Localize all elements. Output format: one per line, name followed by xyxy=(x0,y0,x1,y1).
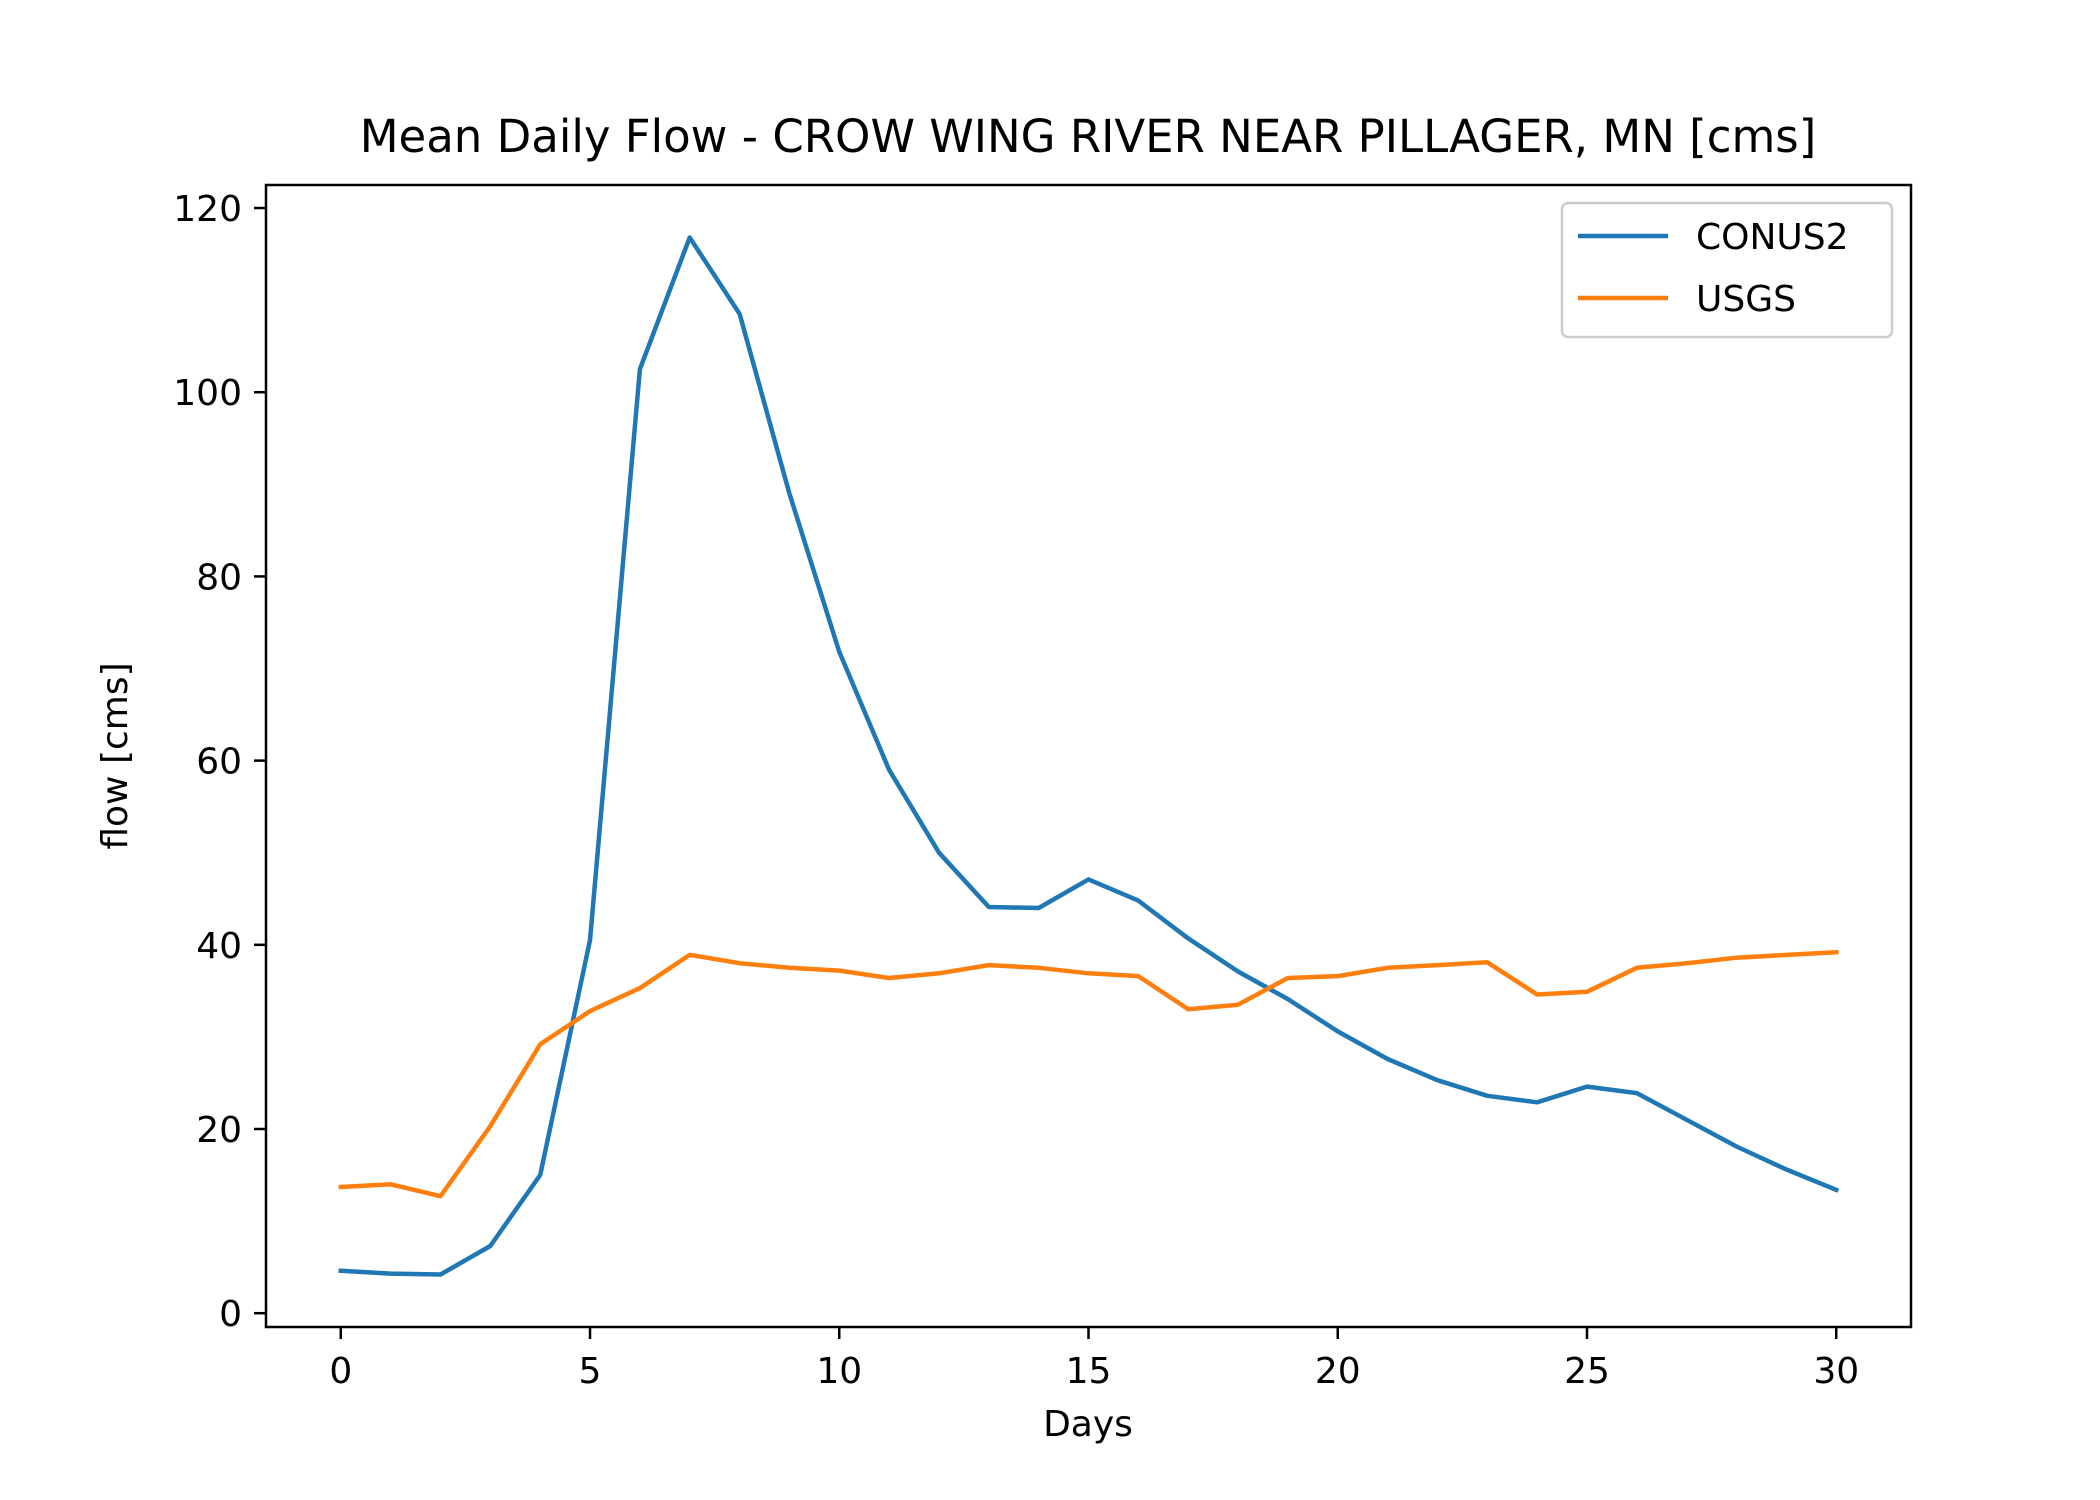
y-tick-label: 120 xyxy=(173,189,242,230)
legend-label-usgs: USGS xyxy=(1696,279,1796,320)
y-axis-label: flow [cms] xyxy=(95,662,136,849)
x-tick-label: 25 xyxy=(1564,1351,1610,1392)
y-tick-label: 0 xyxy=(219,1294,242,1335)
x-tick-label: 30 xyxy=(1813,1351,1859,1392)
legend: CONUS2 USGS xyxy=(1560,201,1894,339)
x-axis-label: Days xyxy=(1043,1404,1133,1445)
x-axis-ticks: 0 5 10 15 20 25 30 xyxy=(329,1327,1859,1392)
x-tick-label: 10 xyxy=(816,1351,862,1392)
x-tick-label: 15 xyxy=(1066,1351,1112,1392)
x-tick-label: 5 xyxy=(579,1351,602,1392)
y-tick-label: 60 xyxy=(196,742,242,783)
y-axis-ticks: 0 20 40 60 80 100 120 xyxy=(173,189,266,1335)
x-tick-label: 20 xyxy=(1315,1351,1361,1392)
series-line-usgs xyxy=(338,949,1839,1199)
x-tick-label: 0 xyxy=(329,1351,352,1392)
y-tick-label: 80 xyxy=(196,557,242,598)
y-tick-label: 40 xyxy=(196,926,242,967)
series-line-conus2 xyxy=(338,235,1840,1277)
y-tick-label: 100 xyxy=(173,373,242,414)
series-layer xyxy=(338,235,1840,1277)
chart-title: Mean Daily Flow - CROW WING RIVER NEAR P… xyxy=(360,110,1817,163)
legend-label-conus2: CONUS2 xyxy=(1696,217,1849,258)
y-tick-label: 20 xyxy=(196,1110,242,1151)
